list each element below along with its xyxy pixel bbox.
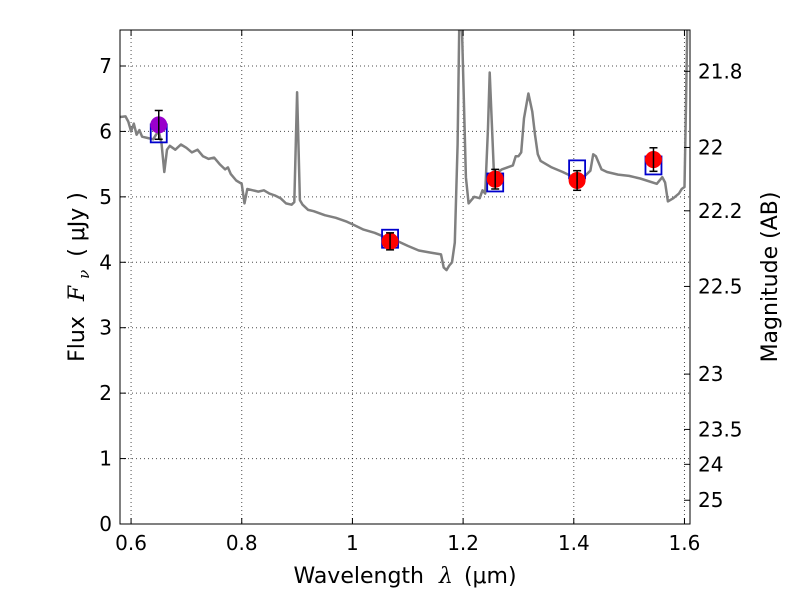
y-axis-subscript: ν — [75, 270, 93, 279]
y2-tick-label: 23 — [698, 362, 723, 386]
y-tick-label: 7 — [99, 54, 112, 78]
y-tick-label: 4 — [99, 250, 112, 274]
plot-area — [120, 30, 689, 272]
y2-tick-label: 24 — [698, 452, 723, 476]
x-tick-label: 0.6 — [115, 531, 147, 555]
x-axis-symbol: λ — [438, 564, 453, 589]
y-tick-label: 0 — [99, 512, 112, 536]
x-tick-label: 0.8 — [226, 531, 258, 555]
x-tick-label: 1 — [346, 531, 359, 555]
y2-tick-label: 22 — [698, 135, 723, 159]
x-axis-label: Wavelength λ (μm) — [293, 564, 516, 589]
y2-tick-label: 22.5 — [698, 274, 743, 298]
y-axis-label: Flux F ν ( μJy ) — [65, 192, 95, 362]
y-tick-label: 6 — [99, 119, 112, 143]
y-axis-unit: ( μJy ) — [65, 192, 90, 257]
plot-background — [120, 30, 690, 524]
x-axis-unit: (μm) — [464, 564, 517, 589]
y-axis-symbol: F — [65, 285, 90, 302]
y2-tick-label: 23.5 — [698, 417, 743, 441]
y-tick-label: 2 — [99, 381, 112, 405]
x-axis-label-text: Wavelength — [293, 564, 424, 589]
y-tick-label: 5 — [99, 185, 112, 209]
y2-axis-label: Magnitude (AB) — [758, 192, 783, 363]
y-axis-label-text: Flux — [65, 316, 90, 362]
y2-tick-label: 25 — [698, 488, 723, 512]
y2-tick-label: 21.8 — [698, 59, 743, 83]
y-tick-label: 1 — [99, 447, 112, 471]
y-tick-label: 3 — [99, 316, 112, 340]
x-tick-label: 1.4 — [558, 531, 590, 555]
y2-tick-label: 22.2 — [698, 199, 743, 223]
x-tick-label: 1.2 — [447, 531, 479, 555]
x-tick-label: 1.6 — [669, 531, 701, 555]
plot-frame — [119, 29, 691, 525]
